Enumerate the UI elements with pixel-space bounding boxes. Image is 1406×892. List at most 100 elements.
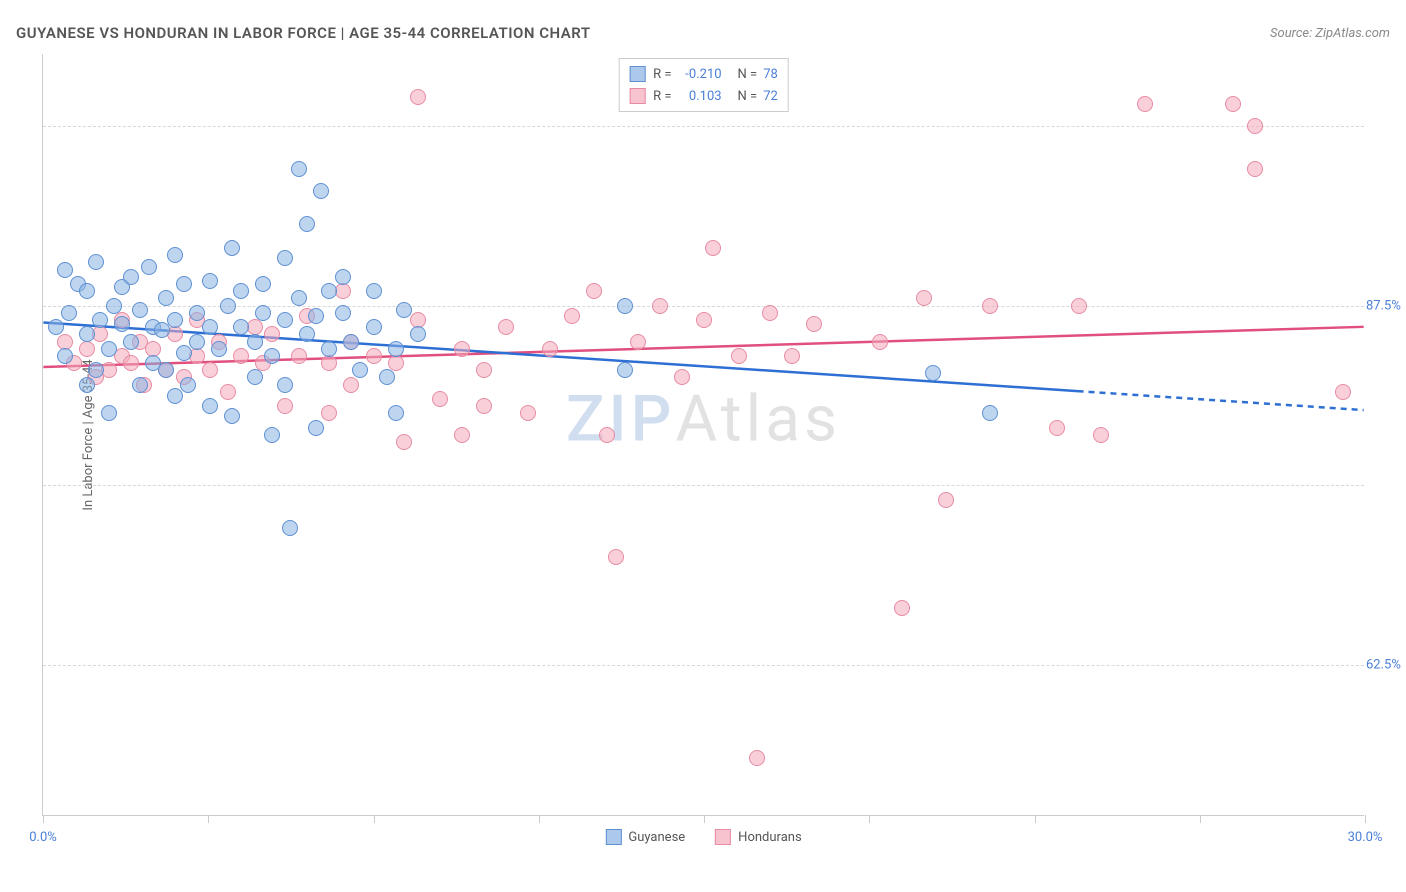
x-tick [704, 815, 705, 823]
scatter-point [396, 302, 412, 318]
scatter-point [291, 348, 307, 364]
scatter-point [180, 377, 196, 393]
scatter-point [247, 334, 263, 350]
scatter-point [88, 362, 104, 378]
scatter-point [79, 326, 95, 342]
scatter-point [542, 341, 558, 357]
scatter-point [233, 348, 249, 364]
scatter-point [388, 355, 404, 371]
scatter-point [476, 362, 492, 378]
scatter-point [264, 348, 280, 364]
scatter-point [123, 334, 139, 350]
chart-plot-area: In Labor Force | Age 35-44 ZIPAtlas R =-… [42, 54, 1364, 816]
scatter-point [308, 420, 324, 436]
scatter-point [520, 405, 536, 421]
scatter-point [277, 312, 293, 328]
scatter-point [1093, 427, 1109, 443]
scatter-point [141, 259, 157, 275]
scatter-point [343, 334, 359, 350]
scatter-point [233, 283, 249, 299]
scatter-point [101, 341, 117, 357]
scatter-point [784, 348, 800, 364]
scatter-point [282, 520, 298, 536]
scatter-point [652, 298, 668, 314]
scatter-point [608, 549, 624, 565]
scatter-point [982, 298, 998, 314]
x-tick [869, 815, 870, 823]
scatter-point [277, 377, 293, 393]
scatter-point [291, 290, 307, 306]
scatter-point [388, 405, 404, 421]
legend-row: R =-0.210 N =78 [629, 63, 778, 85]
scatter-point [476, 398, 492, 414]
scatter-point [123, 355, 139, 371]
x-tick [539, 815, 540, 823]
scatter-point [255, 305, 271, 321]
x-tick-label: 0.0% [29, 830, 57, 845]
bottom-legend-item: Guyanese [605, 829, 685, 845]
scatter-point [264, 427, 280, 443]
x-tick [1200, 815, 1201, 823]
scatter-point [1049, 420, 1065, 436]
scatter-point [321, 341, 337, 357]
scatter-point [1335, 384, 1351, 400]
bottom-legend-item: Hondurans [715, 829, 801, 845]
scatter-point [277, 398, 293, 414]
scatter-point [1071, 298, 1087, 314]
scatter-point [1247, 118, 1263, 134]
x-tick [208, 815, 209, 823]
scatter-point [132, 377, 148, 393]
scatter-point [167, 388, 183, 404]
scatter-point [894, 600, 910, 616]
scatter-point [106, 298, 122, 314]
scatter-point [335, 305, 351, 321]
scatter-point [167, 312, 183, 328]
scatter-point [388, 341, 404, 357]
chart-title: GUYANESE VS HONDURAN IN LABOR FORCE | AG… [16, 24, 591, 42]
scatter-point [432, 391, 448, 407]
legend-text: R =-0.210 N =78 [653, 67, 778, 82]
scatter-point [410, 326, 426, 342]
legend-swatch [629, 66, 645, 82]
scatter-point [224, 240, 240, 256]
scatter-point [277, 250, 293, 266]
scatter-point [255, 276, 271, 292]
scatter-point [1137, 96, 1153, 112]
gridline [43, 485, 1364, 486]
gridline [43, 126, 1364, 127]
scatter-point [247, 369, 263, 385]
scatter-point [92, 312, 108, 328]
scatter-point [1225, 96, 1241, 112]
source-text: Source: ZipAtlas.com [1270, 26, 1390, 41]
y-tick-label: 87.5% [1366, 298, 1406, 313]
scatter-point [630, 334, 646, 350]
scatter-point [674, 369, 690, 385]
legend-row: R =0.103 N =72 [629, 85, 778, 107]
scatter-point [366, 283, 382, 299]
x-tick-label: 30.0% [1348, 830, 1383, 845]
scatter-point [335, 269, 351, 285]
scatter-point [202, 319, 218, 335]
scatter-point [299, 326, 315, 342]
scatter-point [123, 269, 139, 285]
scatter-point [189, 305, 205, 321]
legend-swatch [605, 829, 621, 845]
scatter-point [321, 405, 337, 421]
scatter-point [79, 283, 95, 299]
scatter-point [806, 316, 822, 332]
scatter-point [617, 298, 633, 314]
scatter-point [396, 434, 412, 450]
scatter-point [321, 355, 337, 371]
scatter-point [366, 319, 382, 335]
scatter-point [938, 492, 954, 508]
scatter-point [696, 312, 712, 328]
trend-lines [43, 54, 1364, 815]
scatter-point [79, 341, 95, 357]
scatter-point [189, 334, 205, 350]
scatter-point [982, 405, 998, 421]
x-tick [374, 815, 375, 823]
legend-swatch [629, 88, 645, 104]
x-tick [43, 815, 44, 823]
scatter-point [167, 247, 183, 263]
scatter-point [731, 348, 747, 364]
